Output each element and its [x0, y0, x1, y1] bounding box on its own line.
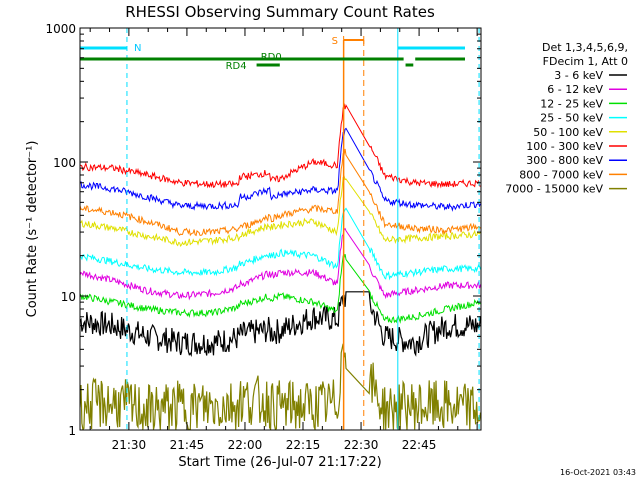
legend-label-9: 7000 - 15000 keV [505, 183, 603, 196]
x-tick-label-2: 22:00 [228, 438, 263, 452]
chart-title: RHESSI Observing Summary Count Rates [125, 3, 435, 21]
legend-label-6: 100 - 300 keV [526, 140, 603, 153]
series-line-5 [80, 175, 481, 248]
legend-label-5: 50 - 100 keV [533, 126, 603, 139]
footer-date: 16-Oct-2021 03:43 [560, 468, 636, 477]
y-tick-label-10: 10 [61, 290, 76, 304]
legend-header-line-1: Det 1,3,4,5,6,9, [542, 41, 628, 54]
series-line-8 [80, 148, 481, 237]
legend-label-7: 300 - 800 keV [526, 154, 603, 167]
series-line-9 [80, 343, 481, 430]
legend-label-8: 800 - 7000 keV [519, 168, 603, 181]
legend-label-2: 6 - 12 keV [547, 83, 603, 96]
x-tick-label-4: 22:30 [344, 438, 379, 452]
series-line-1 [80, 291, 481, 358]
y-axis-label: Count Rate (s⁻¹ detector⁻¹) [25, 141, 40, 318]
series-line-3 [80, 254, 481, 324]
label-s: S [332, 36, 338, 47]
series-line-7 [80, 127, 481, 212]
series-line-2 [80, 227, 481, 301]
label-rd0: RD0 [261, 52, 282, 63]
x-tick-label-0: 21:30 [112, 438, 147, 452]
plot-frame [79, 27, 482, 431]
x-axis-label: Start Time (26-Jul-07 21:17:22) [178, 455, 381, 470]
legend-header-line-2: FDecim 1, Att 0 [543, 55, 628, 68]
legend-label-3: 12 - 25 keV [540, 97, 603, 110]
y-tick-label-100: 100 [53, 156, 76, 170]
y-tick-label-1000: 1000 [45, 22, 76, 36]
legend-label-4: 25 - 50 keV [540, 112, 603, 125]
label-n: N [134, 43, 141, 54]
label-rd4: RD4 [226, 61, 247, 72]
x-tick-label-5: 22:45 [402, 438, 437, 452]
series-line-6 [80, 103, 481, 189]
legend-label-1: 3 - 6 keV [554, 69, 603, 82]
series-line-4 [80, 207, 481, 281]
y-tick-label-1: 1 [68, 424, 76, 438]
x-tick-label-1: 21:45 [170, 438, 205, 452]
x-tick-label-3: 22:15 [286, 438, 321, 452]
